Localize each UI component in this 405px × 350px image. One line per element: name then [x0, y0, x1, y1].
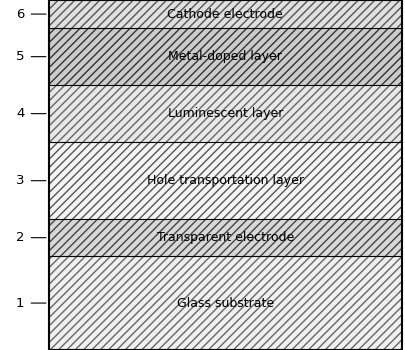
- Text: 4: 4: [16, 107, 24, 120]
- Text: Cathode electrode: Cathode electrode: [167, 8, 283, 21]
- Text: 2: 2: [16, 231, 24, 244]
- Text: 1: 1: [16, 296, 24, 309]
- Text: 5: 5: [16, 50, 24, 63]
- Bar: [49, 0, 401, 350]
- Bar: [49, 142, 401, 219]
- Text: 3: 3: [16, 174, 24, 187]
- Bar: [49, 219, 401, 256]
- Bar: [49, 256, 401, 350]
- Text: Metal-doped layer: Metal-doped layer: [168, 50, 281, 63]
- Text: 6: 6: [16, 8, 24, 21]
- Bar: [49, 0, 401, 28]
- Bar: [49, 28, 401, 85]
- Text: Hole transportation layer: Hole transportation layer: [147, 174, 303, 187]
- Text: Glass substrate: Glass substrate: [176, 296, 273, 309]
- Text: Transparent electrode: Transparent electrode: [156, 231, 293, 244]
- Text: Luminescent layer: Luminescent layer: [167, 107, 282, 120]
- Bar: [49, 85, 401, 142]
